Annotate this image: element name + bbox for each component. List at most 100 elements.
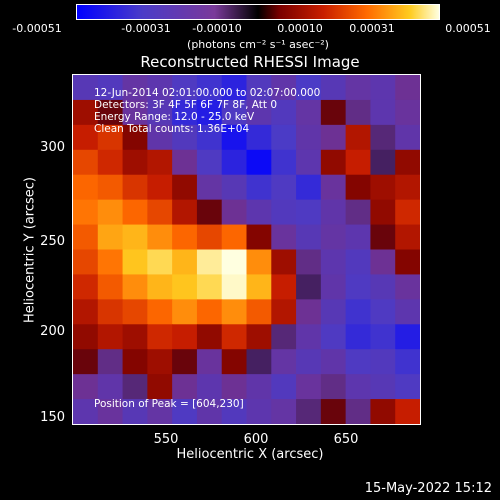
- heatmap-cell: [73, 224, 99, 251]
- heatmap-cell: [395, 399, 420, 424]
- heatmap-cell: [296, 349, 322, 375]
- heatmap-cell: [370, 374, 396, 400]
- heatmap-cell: [296, 75, 322, 101]
- heatmap-cell: [97, 124, 124, 151]
- colorbar-tick: 0.00051: [445, 22, 491, 35]
- heatmap-cell: [370, 174, 396, 201]
- heatmap-cell: [296, 299, 322, 325]
- heatmap-cell: [370, 399, 396, 424]
- heatmap-cell: [172, 249, 198, 276]
- heatmap-cell: [320, 75, 347, 101]
- heatmap-cell: [296, 399, 322, 424]
- x-tick-label: 650: [333, 432, 359, 447]
- chart-title: Reconstructed RHESSI Image: [140, 53, 360, 71]
- heatmap-cell: [97, 199, 124, 226]
- heatmap-cell: [97, 149, 124, 176]
- heatmap-cell: [196, 149, 223, 176]
- heatmap-cell: [395, 224, 420, 251]
- heatmap-cell: [345, 299, 372, 325]
- heatmap-cell: [97, 299, 124, 325]
- heatmap-cell: [172, 174, 198, 201]
- heatmap-cell: [147, 174, 173, 201]
- heatmap-cell: [196, 349, 223, 375]
- x-tick-label: 600: [243, 432, 269, 447]
- heatmap-cell: [271, 75, 297, 101]
- heatmap-cell: [196, 124, 223, 151]
- heatmap-cell: [320, 99, 347, 126]
- heatmap-cell: [97, 274, 124, 300]
- heatmap-cell: [73, 374, 99, 400]
- heatmap-cell: [345, 249, 372, 276]
- heatmap-cell: [271, 299, 297, 325]
- heatmap-cell: [221, 99, 248, 126]
- heatmap-cell: [320, 149, 347, 176]
- heatmap-cell: [370, 274, 396, 300]
- heatmap-cell: [122, 199, 148, 226]
- heatmap-cell: [296, 149, 322, 176]
- heatmap-cell: [122, 149, 148, 176]
- x-axis-label: Heliocentric X (arcsec): [176, 447, 324, 462]
- heatmap-cell: [172, 224, 198, 251]
- heatmap-cell: [196, 324, 223, 350]
- heatmap-cell: [122, 75, 148, 101]
- heatmap-cell: [395, 374, 420, 400]
- heatmap-cell: [246, 374, 272, 400]
- heatmap-cell: [296, 224, 322, 251]
- heatmap-cell: [97, 249, 124, 276]
- heatmap-cell: [345, 199, 372, 226]
- heatmap-cell: [395, 149, 420, 176]
- heatmap-cell: [271, 249, 297, 276]
- heatmap-cell: [395, 249, 420, 276]
- heatmap-cell: [246, 124, 272, 151]
- heatmap-cell: [320, 299, 347, 325]
- heatmap-cell: [395, 299, 420, 325]
- heatmap-cell: [147, 274, 173, 300]
- heatmap-cell: [345, 349, 372, 375]
- heatmap-cell: [271, 399, 297, 424]
- y-tick-label: 200: [40, 324, 65, 339]
- heatmap-cell: [345, 124, 372, 151]
- heatmap-cell: [97, 174, 124, 201]
- heatmap-cell: [345, 224, 372, 251]
- heatmap-cell: [147, 124, 173, 151]
- heatmap-cell: [246, 75, 272, 101]
- heatmap-cell: [246, 399, 272, 424]
- heatmap-cell: [320, 224, 347, 251]
- heatmap-cell: [73, 324, 99, 350]
- detectors-label: Detectors: 3F 4F 5F 6F 7F 8F, Att 0: [94, 99, 278, 111]
- heatmap-cell: [73, 349, 99, 375]
- heatmap-cell: [345, 174, 372, 201]
- heatmap-cell: [122, 99, 148, 126]
- heatmap-cell: [221, 349, 248, 375]
- heatmap-cell: [246, 249, 272, 276]
- heatmap-cell: [172, 324, 198, 350]
- y-tick-label: 250: [40, 234, 65, 249]
- heatmap-cell: [320, 399, 347, 424]
- heatmap-cell: [97, 399, 124, 424]
- colorbar-tick: -0.00031: [121, 22, 171, 35]
- heatmap-cell: [271, 224, 297, 251]
- heatmap-cell: [172, 399, 198, 424]
- heatmap-cell: [271, 349, 297, 375]
- heatmap-cell: [196, 75, 223, 101]
- heatmap-cell: [320, 274, 347, 300]
- heatmap-cell: [246, 224, 272, 251]
- heatmap-cell: [172, 349, 198, 375]
- heatmap-cell: [172, 149, 198, 176]
- heatmap-cell: [320, 124, 347, 151]
- heatmap-cell: [196, 174, 223, 201]
- heatmap-cell: [370, 149, 396, 176]
- colorbar-tick: -0.00051: [12, 22, 62, 35]
- heatmap-cell: [122, 374, 148, 400]
- heatmap-cell: [122, 324, 148, 350]
- heatmap-cell: [271, 374, 297, 400]
- y-tick-label: 150: [40, 410, 65, 425]
- heatmap-cell: [246, 274, 272, 300]
- heatmap-cell: [271, 99, 297, 126]
- heatmap-cell: [73, 199, 99, 226]
- heatmap-cell: [345, 149, 372, 176]
- heatmap-cell: [172, 299, 198, 325]
- colorbar-tick: 0.00010: [277, 22, 323, 35]
- heatmap-cell: [73, 124, 99, 151]
- heatmap-cell: [370, 299, 396, 325]
